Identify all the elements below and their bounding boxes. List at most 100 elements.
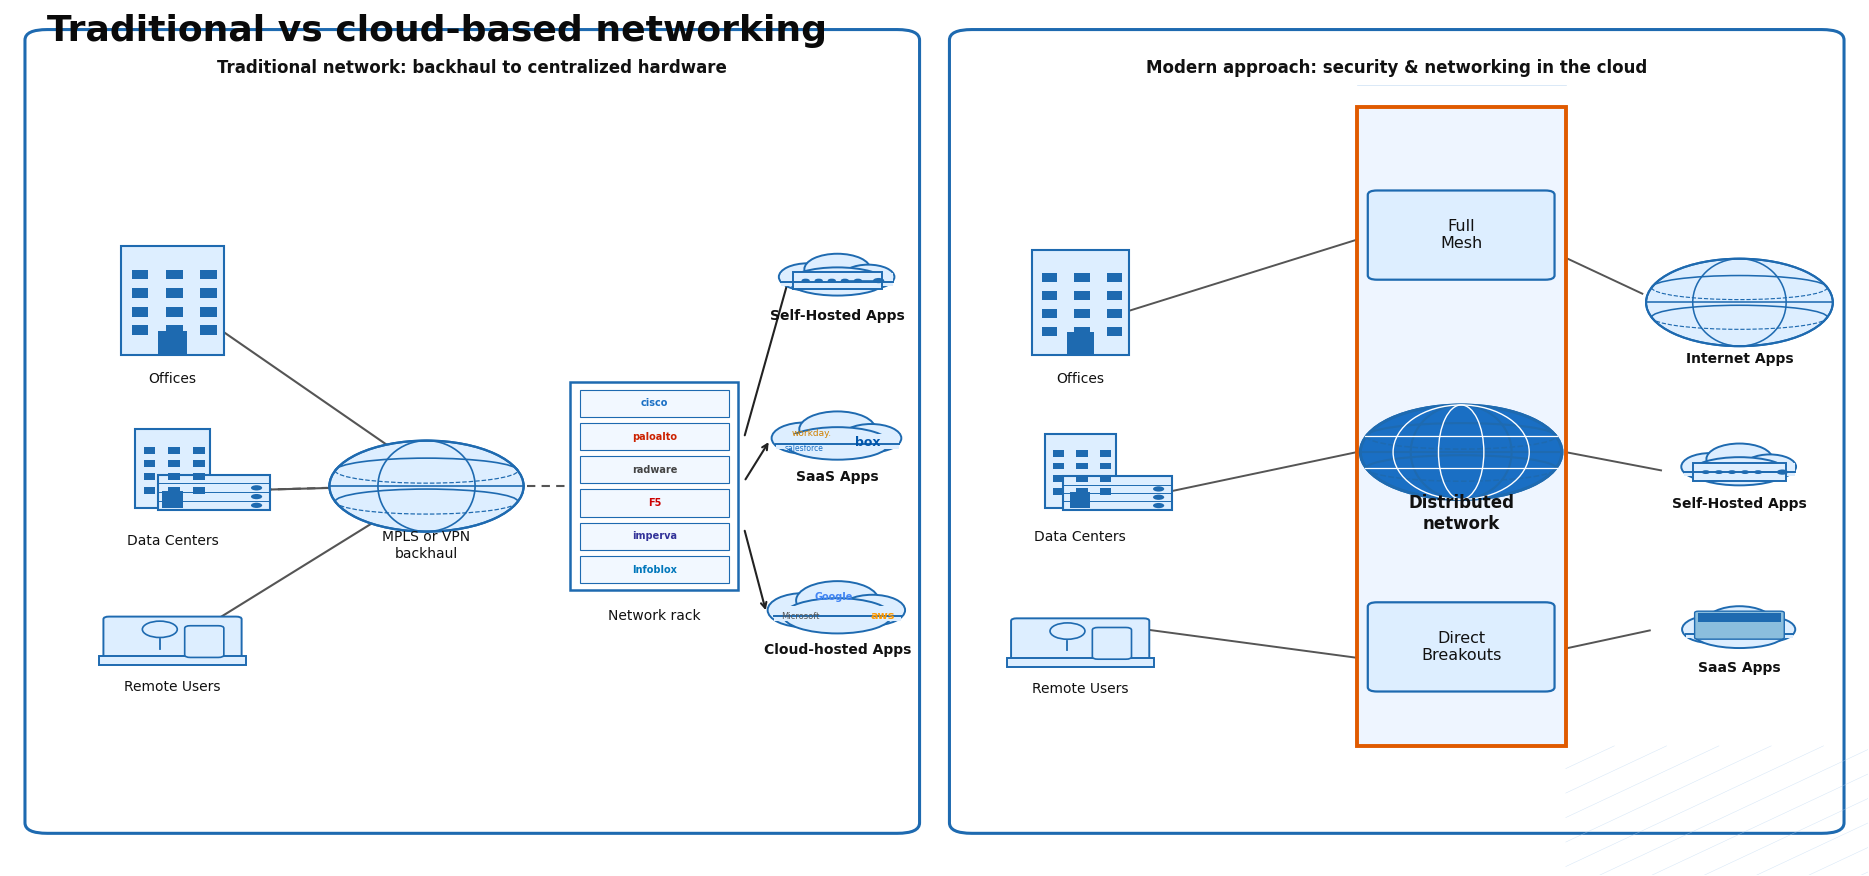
Bar bbox=[579, 556, 729, 583]
Text: Offices: Offices bbox=[1056, 372, 1105, 386]
Bar bbox=[1045, 434, 1116, 508]
Text: aws: aws bbox=[869, 611, 895, 621]
Ellipse shape bbox=[1693, 457, 1787, 485]
Text: F5: F5 bbox=[649, 498, 662, 508]
FancyBboxPatch shape bbox=[24, 30, 920, 833]
Bar bbox=[144, 447, 155, 454]
Bar bbox=[1041, 273, 1058, 282]
FancyBboxPatch shape bbox=[1011, 618, 1149, 661]
FancyBboxPatch shape bbox=[185, 625, 224, 658]
Bar bbox=[157, 475, 269, 510]
Text: workday.: workday. bbox=[791, 429, 832, 438]
Bar bbox=[166, 325, 183, 336]
Text: Self-Hosted Apps: Self-Hosted Apps bbox=[1673, 497, 1807, 511]
Text: cisco: cisco bbox=[641, 399, 667, 408]
Circle shape bbox=[1706, 606, 1772, 637]
Text: SaaS Apps: SaaS Apps bbox=[1699, 661, 1781, 675]
Bar bbox=[1101, 488, 1112, 495]
Text: Google: Google bbox=[815, 592, 852, 602]
Circle shape bbox=[802, 279, 809, 282]
Bar bbox=[1041, 327, 1058, 336]
Circle shape bbox=[250, 494, 262, 499]
Circle shape bbox=[828, 279, 835, 282]
Circle shape bbox=[1740, 470, 1749, 474]
Circle shape bbox=[873, 278, 884, 283]
Bar bbox=[1101, 463, 1112, 470]
Circle shape bbox=[841, 265, 895, 289]
Bar bbox=[579, 423, 729, 450]
Circle shape bbox=[772, 422, 839, 454]
Bar bbox=[792, 272, 882, 289]
Bar bbox=[1357, 108, 1566, 745]
Bar bbox=[1693, 463, 1787, 481]
Bar bbox=[579, 456, 729, 484]
Text: Remote Users: Remote Users bbox=[123, 681, 221, 695]
Text: Network rack: Network rack bbox=[607, 609, 701, 623]
Text: SaaS Apps: SaaS Apps bbox=[796, 470, 878, 484]
Bar bbox=[200, 307, 217, 316]
Bar bbox=[1071, 491, 1090, 508]
Bar bbox=[1075, 291, 1090, 300]
Circle shape bbox=[1682, 616, 1740, 643]
Circle shape bbox=[1153, 503, 1164, 508]
Bar bbox=[1032, 250, 1129, 355]
Bar bbox=[166, 307, 183, 316]
Ellipse shape bbox=[785, 427, 890, 460]
FancyBboxPatch shape bbox=[1695, 611, 1785, 639]
Bar bbox=[166, 270, 183, 279]
Bar bbox=[1007, 658, 1153, 668]
Bar bbox=[1699, 613, 1781, 622]
Bar bbox=[133, 307, 148, 316]
Text: Data Centers: Data Centers bbox=[1034, 530, 1125, 544]
Text: Modern approach: security & networking in the cloud: Modern approach: security & networking i… bbox=[1146, 60, 1647, 77]
Circle shape bbox=[1153, 486, 1164, 491]
Text: Traditional network: backhaul to centralized hardware: Traditional network: backhaul to central… bbox=[217, 60, 727, 77]
Circle shape bbox=[800, 412, 875, 447]
Bar bbox=[1077, 463, 1088, 470]
Bar bbox=[1052, 476, 1063, 482]
Text: Full
Mesh: Full Mesh bbox=[1439, 219, 1482, 251]
Bar bbox=[579, 523, 729, 550]
Text: Direct
Breakouts: Direct Breakouts bbox=[1420, 631, 1501, 663]
Bar bbox=[1052, 450, 1063, 456]
Circle shape bbox=[1753, 470, 1762, 474]
Text: Self-Hosted Apps: Self-Hosted Apps bbox=[770, 308, 905, 322]
Text: Remote Users: Remote Users bbox=[1032, 682, 1129, 696]
Text: Infoblox: Infoblox bbox=[632, 564, 677, 575]
Bar bbox=[1075, 273, 1090, 282]
Bar bbox=[1686, 625, 1792, 639]
Circle shape bbox=[1701, 470, 1710, 474]
Bar bbox=[1684, 463, 1794, 476]
Bar bbox=[1101, 450, 1112, 456]
Bar bbox=[1106, 308, 1121, 318]
Bar bbox=[1052, 463, 1063, 470]
Bar bbox=[133, 325, 148, 336]
Circle shape bbox=[841, 424, 901, 452]
Bar bbox=[1075, 327, 1090, 336]
Bar bbox=[144, 487, 155, 494]
Ellipse shape bbox=[1693, 620, 1785, 648]
Bar bbox=[133, 270, 148, 279]
FancyBboxPatch shape bbox=[1368, 190, 1555, 279]
Bar bbox=[1077, 476, 1088, 482]
Bar bbox=[1052, 488, 1063, 495]
Circle shape bbox=[1777, 470, 1789, 475]
Circle shape bbox=[1050, 623, 1084, 639]
Bar bbox=[168, 460, 181, 467]
Bar bbox=[144, 460, 155, 467]
Circle shape bbox=[1361, 405, 1562, 499]
Bar bbox=[166, 288, 183, 298]
Text: Distributed
network: Distributed network bbox=[1407, 494, 1514, 533]
Circle shape bbox=[1647, 258, 1833, 346]
Text: radware: radware bbox=[632, 465, 677, 475]
Bar bbox=[776, 434, 899, 449]
Circle shape bbox=[796, 581, 878, 620]
Bar bbox=[1106, 273, 1121, 282]
Bar bbox=[163, 491, 183, 508]
Bar bbox=[200, 325, 217, 336]
Bar bbox=[168, 473, 181, 480]
Bar bbox=[193, 487, 206, 494]
Bar bbox=[1067, 332, 1093, 355]
Bar bbox=[1075, 308, 1090, 318]
Circle shape bbox=[329, 441, 523, 532]
